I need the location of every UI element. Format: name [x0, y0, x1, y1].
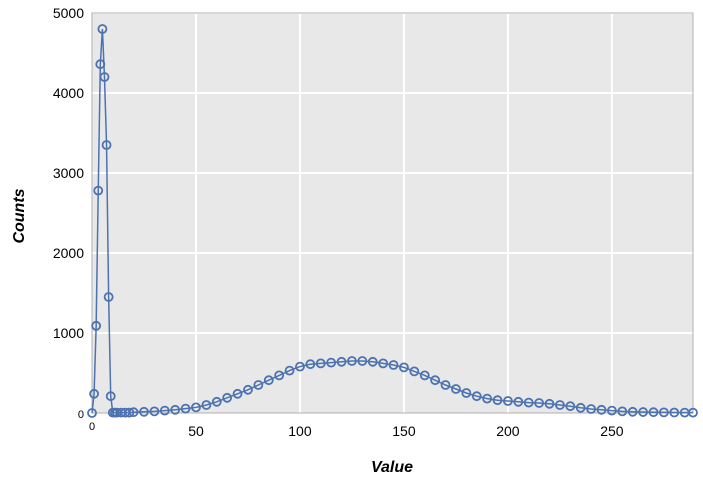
data-point — [534, 398, 545, 408]
series-layer — [87, 24, 698, 418]
data-point — [263, 375, 274, 386]
data-point — [253, 380, 264, 390]
data-point — [139, 406, 149, 417]
x-tick-label: 200 — [496, 423, 520, 439]
data-point — [87, 408, 97, 418]
data-point — [586, 404, 597, 414]
data-point — [513, 396, 524, 407]
x-tick-labels: 0 50 100 150 200 250 — [89, 421, 624, 439]
data-point — [105, 391, 116, 402]
data-point — [159, 405, 170, 416]
data-point — [492, 395, 503, 406]
data-point — [128, 407, 139, 418]
data-point — [503, 396, 513, 406]
data-point — [201, 400, 212, 410]
data-point — [378, 358, 389, 369]
y-axis-label: Counts — [11, 188, 28, 243]
data-point — [243, 384, 253, 395]
data-point — [648, 407, 659, 418]
plot-area — [92, 13, 693, 413]
data-point — [658, 407, 669, 418]
data-point — [284, 365, 295, 376]
y-tick-label: 5000 — [53, 5, 84, 21]
y-tick-label: 1000 — [53, 325, 84, 341]
x-tick-label: 150 — [392, 423, 416, 439]
data-point — [638, 407, 648, 417]
data-point — [211, 396, 222, 407]
data-point — [326, 357, 337, 368]
data-point — [357, 356, 368, 366]
x-tick-label: 50 — [188, 423, 204, 439]
data-point — [544, 398, 555, 409]
data-point — [180, 403, 191, 414]
data-point — [523, 397, 534, 408]
y-tick-labels: 0 1000 2000 3000 4000 5000 — [53, 5, 84, 421]
data-point — [101, 140, 112, 150]
data-point — [89, 388, 99, 399]
data-point — [627, 406, 638, 417]
data-point — [440, 380, 451, 390]
y-tick-label: 4000 — [53, 85, 84, 101]
data-point — [103, 292, 114, 302]
data-point — [688, 407, 698, 418]
data-point — [367, 356, 378, 367]
data-point — [669, 407, 680, 418]
plot-frame — [91, 12, 694, 414]
data-point — [347, 356, 357, 366]
data-point — [222, 392, 233, 403]
data-point — [471, 391, 482, 402]
data-point — [315, 358, 326, 369]
data-point — [93, 185, 104, 196]
data-point — [399, 362, 409, 373]
x-tick-label: 100 — [288, 423, 312, 439]
data-point — [575, 402, 586, 413]
data-point — [388, 360, 399, 370]
data-point — [191, 402, 201, 413]
y-tick-label: 0 — [78, 409, 84, 421]
data-point — [91, 320, 102, 331]
data-point — [97, 24, 108, 34]
y-tick-label: 2000 — [53, 245, 84, 261]
data-point — [555, 400, 565, 410]
data-point — [124, 407, 135, 418]
data-point — [305, 359, 316, 370]
data-point — [149, 406, 160, 417]
x-axis-label: Value — [371, 459, 413, 476]
y-tick-label: 3000 — [53, 165, 84, 181]
data-point — [170, 404, 181, 415]
data-point — [99, 72, 110, 82]
data-point — [617, 406, 628, 417]
data-point — [461, 388, 472, 398]
data-point — [232, 388, 243, 399]
data-point — [430, 375, 441, 386]
x-tick-label: 0 — [89, 421, 95, 433]
data-point — [606, 405, 617, 416]
data-point — [336, 356, 347, 367]
data-point — [274, 370, 285, 381]
data-point — [565, 401, 576, 412]
data-point — [451, 384, 461, 394]
data-point — [596, 404, 607, 415]
x-tick-label: 250 — [600, 423, 624, 439]
data-point — [295, 361, 305, 372]
data-point — [95, 59, 106, 70]
data-point — [482, 393, 493, 404]
data-point — [409, 366, 420, 377]
data-point — [419, 370, 430, 381]
